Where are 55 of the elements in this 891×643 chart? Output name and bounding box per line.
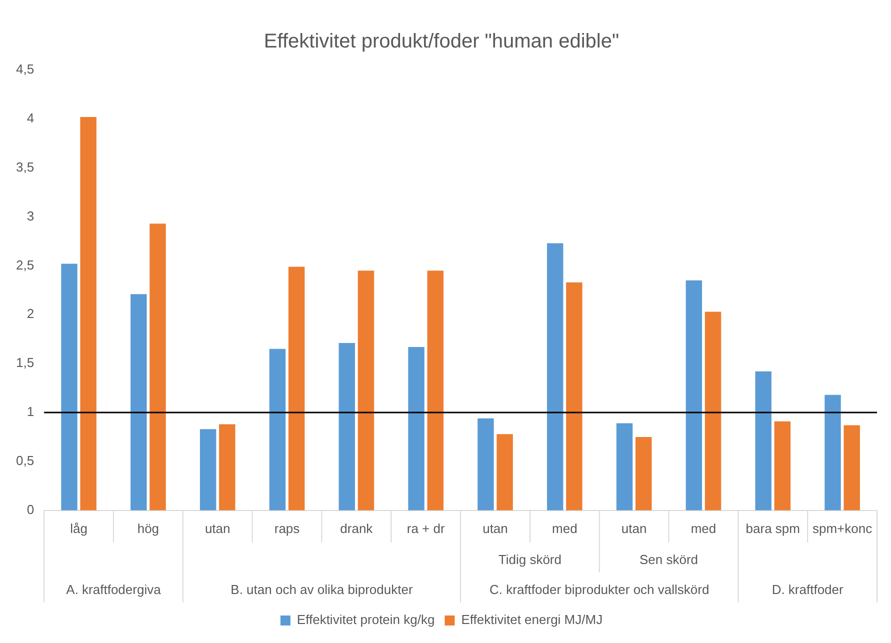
- y-tick-label: 4,5: [16, 62, 34, 77]
- y-tick-label: 1: [26, 404, 34, 420]
- text: D. kraftfoder: [772, 582, 844, 597]
- bar: [824, 394, 841, 510]
- bar: [80, 116, 96, 510]
- bar: [338, 343, 355, 510]
- bar: [61, 264, 78, 510]
- bar: [774, 421, 791, 510]
- bar: [635, 437, 652, 510]
- y-tick-label: 4: [26, 110, 34, 126]
- bar: [755, 371, 772, 510]
- x-tick-label: låg: [70, 520, 88, 536]
- bar: [358, 270, 374, 510]
- y-tick-label: 3,5: [16, 159, 34, 174]
- text: Sen skörd: [639, 552, 698, 567]
- bar: [427, 270, 444, 510]
- bar: [686, 280, 702, 510]
- y-tick-label: 2: [26, 306, 34, 322]
- bar: [200, 429, 216, 510]
- x-tick-label: drank: [340, 520, 374, 536]
- bar: [408, 346, 424, 510]
- x-tick-label: utan: [482, 520, 508, 536]
- bar: [288, 266, 305, 510]
- bar: [130, 294, 147, 510]
- x-tick-label: spm+konc: [812, 520, 873, 536]
- bar: [478, 418, 494, 510]
- bar: [150, 224, 166, 510]
- bar: [269, 348, 286, 510]
- bar: [616, 423, 633, 510]
- bar: [219, 424, 236, 510]
- x-tick-label: ra + dr: [406, 520, 446, 536]
- chart-title: Effektivitet produkt/foder "human edible": [264, 30, 620, 53]
- x-tick-label: bara spm: [746, 520, 800, 536]
- bar: [496, 434, 513, 510]
- bar: [566, 282, 582, 510]
- x-tick-label: utan: [204, 520, 230, 536]
- x-tick-label: hög: [137, 520, 160, 536]
- x-tick-label: raps: [274, 520, 300, 536]
- text: Tidig skörd: [498, 552, 562, 567]
- text: B. utan och av olika biprodukter: [230, 582, 414, 597]
- bar: [546, 243, 564, 510]
- y-tick-label: 0: [26, 502, 34, 517]
- y-tick-label: 0,5: [16, 453, 34, 468]
- y-tick-label: 3: [26, 208, 34, 224]
- y-tick-label: 2,5: [16, 257, 34, 272]
- bar: [704, 312, 722, 510]
- x-tick-label: med: [690, 520, 716, 536]
- text: C. kraftfoder biprodukter och vallskörd: [490, 582, 710, 597]
- x-tick-label: med: [552, 520, 578, 536]
- y-tick-label: 1,5: [16, 355, 34, 370]
- text: A. kraftfodergiva: [66, 582, 162, 597]
- legend-label: Effektivitet energi MJ/MJ: [461, 612, 603, 628]
- legend-label: Effektivitet protein kg/kg: [296, 612, 435, 628]
- bar: [844, 425, 860, 510]
- x-tick-label: utan: [621, 520, 647, 536]
